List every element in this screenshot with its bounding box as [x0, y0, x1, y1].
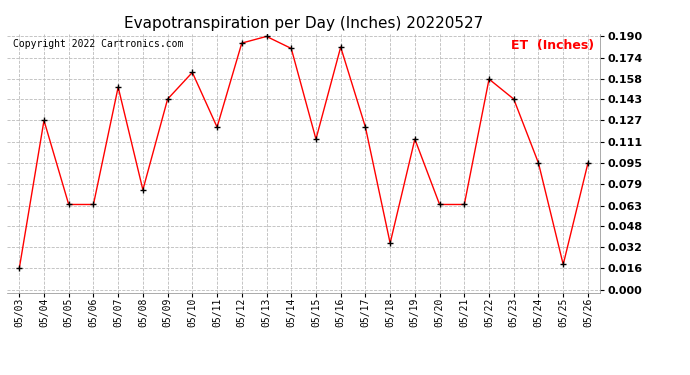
Title: Evapotranspiration per Day (Inches) 20220527: Evapotranspiration per Day (Inches) 2022… — [124, 16, 483, 31]
Text: ET  (Inches): ET (Inches) — [511, 39, 594, 52]
Text: Copyright 2022 Cartronics.com: Copyright 2022 Cartronics.com — [13, 39, 184, 49]
